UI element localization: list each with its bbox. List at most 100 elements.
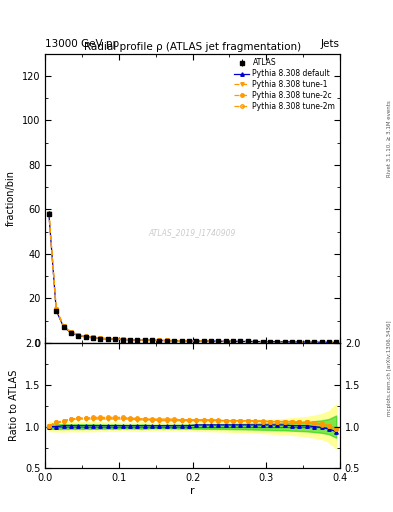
Pythia 8.308 tune-2c [172,337,176,344]
Pythia 8.308 tune-1 [135,337,140,343]
Pythia 8.308 default [105,336,110,342]
Pythia 8.308 default [113,336,118,343]
Pythia 8.308 tune-2m [135,337,140,343]
Pythia 8.308 tune-1 [209,338,213,344]
Pythia 8.308 tune-1 [231,338,235,345]
Pythia 8.308 default [61,324,66,330]
Pythia 8.308 tune-1 [128,336,132,343]
Pythia 8.308 tune-2m [260,338,265,345]
Pythia 8.308 tune-2m [187,338,191,344]
Pythia 8.308 default [172,338,176,344]
Pythia 8.308 tune-1 [142,337,147,343]
Pythia 8.308 default [253,338,257,345]
Pythia 8.308 default [319,339,324,345]
Pythia 8.308 tune-2c [290,339,294,345]
Pythia 8.308 tune-1 [113,336,118,342]
Pythia 8.308 tune-2m [334,339,339,346]
Pythia 8.308 tune-2c [91,334,95,340]
Pythia 8.308 tune-2c [209,338,213,344]
Pythia 8.308 default [238,338,243,345]
Line: Pythia 8.308 tune-1: Pythia 8.308 tune-1 [47,211,338,344]
Pythia 8.308 tune-2m [223,338,228,344]
Pythia 8.308 default [209,338,213,344]
Pythia 8.308 tune-2m [253,338,257,345]
Pythia 8.308 tune-2c [312,339,316,345]
Pythia 8.308 default [150,337,154,344]
Pythia 8.308 tune-1 [334,339,339,346]
Line: Pythia 8.308 default: Pythia 8.308 default [47,212,338,344]
Pythia 8.308 tune-2m [98,335,103,341]
Pythia 8.308 default [164,337,169,344]
Pythia 8.308 tune-2m [319,339,324,345]
Pythia 8.308 tune-1 [305,339,309,345]
Pythia 8.308 tune-1 [238,338,243,345]
Pythia 8.308 tune-2c [69,329,73,335]
Text: Jets: Jets [321,38,340,49]
Text: ATLAS_2019_I1740909: ATLAS_2019_I1740909 [149,228,236,238]
Pythia 8.308 tune-1 [91,334,95,340]
Pythia 8.308 tune-1 [187,338,191,344]
Pythia 8.308 default [179,338,184,344]
Pythia 8.308 tune-2c [201,338,206,344]
Pythia 8.308 tune-2m [69,329,73,335]
Pythia 8.308 tune-2c [128,336,132,343]
Pythia 8.308 tune-2c [150,337,154,343]
Pythia 8.308 tune-2c [319,339,324,345]
Pythia 8.308 tune-2c [216,338,221,344]
Pythia 8.308 tune-1 [253,338,257,345]
Pythia 8.308 default [91,335,95,341]
Pythia 8.308 tune-2m [268,338,272,345]
Pythia 8.308 tune-1 [61,323,66,329]
Pythia 8.308 default [231,338,235,345]
Pythia 8.308 default [98,335,103,342]
Pythia 8.308 tune-2c [238,338,243,345]
Pythia 8.308 default [334,339,339,346]
Pythia 8.308 tune-2c [54,306,59,312]
Pythia 8.308 tune-2m [275,338,280,345]
Pythia 8.308 default [187,338,191,344]
Pythia 8.308 tune-1 [172,337,176,344]
Pythia 8.308 tune-1 [46,209,51,216]
Pythia 8.308 tune-2m [305,339,309,345]
Pythia 8.308 default [201,338,206,344]
Pythia 8.308 tune-2m [179,337,184,344]
Pythia 8.308 tune-1 [275,338,280,345]
Pythia 8.308 tune-1 [105,335,110,342]
Pythia 8.308 tune-2c [260,338,265,345]
Pythia 8.308 default [194,338,198,344]
Pythia 8.308 tune-2c [275,338,280,345]
Pythia 8.308 tune-2c [194,338,198,344]
Pythia 8.308 tune-2c [83,333,88,339]
Pythia 8.308 default [290,339,294,345]
Pythia 8.308 tune-1 [223,338,228,344]
Pythia 8.308 tune-2c [253,338,257,345]
Pythia 8.308 tune-2c [113,336,118,342]
Pythia 8.308 tune-2c [135,337,140,343]
Pythia 8.308 tune-2m [164,337,169,344]
Pythia 8.308 tune-2c [76,332,81,338]
Pythia 8.308 tune-1 [120,336,125,343]
Pythia 8.308 tune-2m [216,338,221,344]
Pythia 8.308 default [157,337,162,344]
Pythia 8.308 tune-1 [246,338,250,345]
Pythia 8.308 tune-2c [142,337,147,343]
Pythia 8.308 tune-2c [334,339,339,346]
Pythia 8.308 tune-1 [327,339,331,346]
Pythia 8.308 tune-1 [297,339,302,345]
Pythia 8.308 default [46,211,51,217]
Pythia 8.308 tune-2m [120,336,125,343]
Y-axis label: fraction/bin: fraction/bin [6,170,16,226]
Line: Pythia 8.308 tune-2c: Pythia 8.308 tune-2c [47,211,338,344]
Pythia 8.308 tune-2m [83,333,88,339]
Pythia 8.308 tune-1 [150,337,154,343]
Text: Rivet 3.1.10, ≥ 3.1M events: Rivet 3.1.10, ≥ 3.1M events [387,100,391,177]
Pythia 8.308 tune-2c [327,339,331,346]
Title: Radial profile ρ (ATLAS jet fragmentation): Radial profile ρ (ATLAS jet fragmentatio… [84,41,301,52]
Pythia 8.308 tune-2c [157,337,162,344]
X-axis label: r: r [190,486,195,496]
Pythia 8.308 tune-2m [312,339,316,345]
Pythia 8.308 default [312,339,316,345]
Pythia 8.308 default [83,334,88,340]
Pythia 8.308 default [246,338,250,345]
Pythia 8.308 tune-2c [246,338,250,345]
